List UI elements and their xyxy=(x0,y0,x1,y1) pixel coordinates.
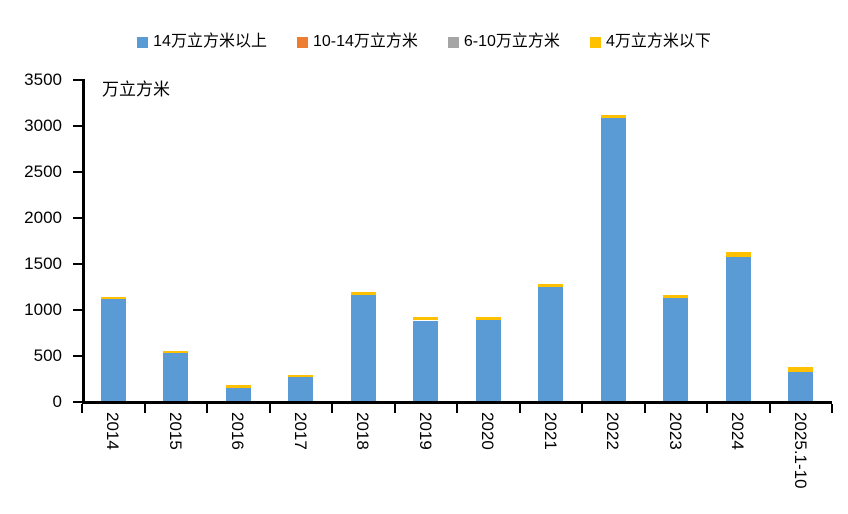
y-axis-line xyxy=(82,79,85,404)
legend-item-3: 4万立方米以下 xyxy=(589,32,711,52)
x-tick xyxy=(393,404,396,413)
x-tick xyxy=(81,404,83,413)
legend-label: 4万立方米以下 xyxy=(605,33,711,50)
x-tick-label: 2022 xyxy=(603,412,623,450)
legend-label: 14万立方米以上 xyxy=(153,33,267,50)
legend-item-0: 14万立方米以上 xyxy=(137,32,267,52)
legend: 14万立方米以上 10-14万立方米 6-10万立方米 4万立方米以下 xyxy=(0,32,848,52)
bar-segment-2017-s0 xyxy=(288,377,314,401)
bar-segment-2022-s0 xyxy=(600,118,626,401)
y-tick-label: 3000 xyxy=(24,116,62,135)
x-tick-label: 2021 xyxy=(540,412,560,450)
legend-swatch-icon xyxy=(137,36,149,48)
y-tick xyxy=(73,125,82,127)
x-tick xyxy=(518,404,521,413)
bar-segment-2023-s3 xyxy=(663,295,689,299)
x-tick xyxy=(456,404,458,413)
bar-segment-2018-s3 xyxy=(350,291,376,295)
y-tick xyxy=(73,355,82,357)
bar-segment-2018-s0 xyxy=(350,294,376,401)
y-tick-label: 2500 xyxy=(24,162,62,181)
y-tick-label: 1000 xyxy=(24,300,62,319)
bar-segment-2023-s0 xyxy=(663,298,689,401)
y-tick xyxy=(73,401,82,403)
x-tick-label: 2014 xyxy=(103,412,123,450)
y-tick-label: 2000 xyxy=(24,208,62,227)
x-tick xyxy=(581,404,583,413)
x-tick-label: 2015 xyxy=(165,412,185,450)
bar-segment-2024-s0 xyxy=(725,257,751,401)
y-tick xyxy=(73,79,82,81)
x-tick xyxy=(143,404,146,413)
x-tick xyxy=(831,404,833,413)
bar-segment-2022-s3 xyxy=(600,114,626,119)
x-tick xyxy=(706,404,708,413)
x-tick-label: 2020 xyxy=(478,412,498,450)
bar-segment-2017-s3 xyxy=(288,374,314,378)
x-tick xyxy=(643,404,646,413)
legend-label: 10-14万立方米 xyxy=(312,33,418,50)
bar-segment-2014-s3 xyxy=(100,297,126,300)
bar-segment-2016-s0 xyxy=(225,387,251,401)
x-tick xyxy=(268,404,271,413)
bar-segment-2016-s3 xyxy=(225,384,251,388)
legend-swatch-icon xyxy=(296,36,308,48)
bar-segment-2019-s3 xyxy=(413,317,439,321)
x-tick-label: 2016 xyxy=(228,412,248,450)
y-tick-label: 0 xyxy=(52,392,62,411)
bar-segment-2019-s0 xyxy=(413,320,439,401)
y-tick xyxy=(73,217,82,219)
x-tick xyxy=(768,404,771,413)
legend-swatch-icon xyxy=(589,36,601,48)
bar-segment-2025.1-10-s3 xyxy=(788,366,814,373)
legend-label: 6-10万立方米 xyxy=(463,33,560,50)
y-tick xyxy=(73,309,82,311)
bar-segment-2015-s0 xyxy=(163,353,189,401)
bar-segment-2014-s0 xyxy=(100,299,126,401)
x-tick-label: 2017 xyxy=(290,412,310,450)
y-tick xyxy=(73,263,82,265)
x-tick-label: 2025.1-10 xyxy=(790,412,810,489)
legend-swatch-icon xyxy=(447,36,459,48)
x-tick-label: 2018 xyxy=(353,412,373,450)
x-tick-label: 2023 xyxy=(665,412,685,450)
legend-item-2: 6-10万立方米 xyxy=(447,32,560,52)
bar-segment-2021-s3 xyxy=(538,284,564,288)
y-tick-label: 1500 xyxy=(24,254,62,273)
bar-segment-2020-s0 xyxy=(475,320,501,401)
x-tick xyxy=(331,404,333,413)
y-tick-label: 500 xyxy=(33,346,62,365)
x-tick-label: 2019 xyxy=(415,412,435,450)
x-tick-label: 2024 xyxy=(728,412,748,450)
y-axis-unit-label: 万立方米 xyxy=(102,80,170,99)
bar-segment-2025.1-10-s0 xyxy=(788,372,814,401)
bar-segment-2024-s3 xyxy=(725,252,751,258)
bar-segment-2015-s3 xyxy=(163,350,189,354)
x-axis-line xyxy=(82,401,832,404)
y-tick-label: 3500 xyxy=(24,70,62,89)
legend-item-1: 10-14万立方米 xyxy=(296,32,418,52)
x-tick xyxy=(206,404,208,413)
bar-segment-2020-s3 xyxy=(475,316,501,321)
y-tick xyxy=(73,171,82,173)
bar-segment-2021-s0 xyxy=(538,287,564,401)
